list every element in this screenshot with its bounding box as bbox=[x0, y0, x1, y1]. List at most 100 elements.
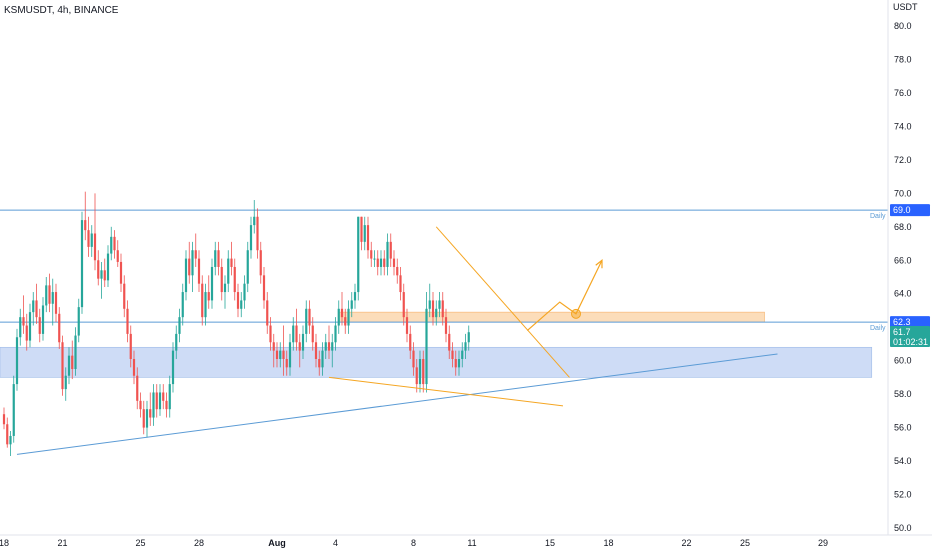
candle[interactable] bbox=[256, 208, 259, 259]
candle[interactable] bbox=[2, 407, 6, 430]
candle[interactable] bbox=[366, 216, 370, 259]
candle[interactable] bbox=[168, 375, 171, 418]
candle[interactable] bbox=[418, 350, 422, 393]
candle[interactable] bbox=[233, 258, 236, 301]
candle[interactable] bbox=[110, 226, 113, 261]
candle[interactable] bbox=[197, 250, 201, 293]
candle[interactable] bbox=[80, 211, 84, 314]
candle[interactable] bbox=[272, 333, 275, 368]
candle[interactable] bbox=[461, 342, 464, 368]
candle[interactable] bbox=[155, 384, 158, 418]
candle[interactable] bbox=[230, 241, 233, 276]
candle[interactable] bbox=[191, 241, 194, 293]
candle[interactable] bbox=[431, 292, 435, 326]
candle[interactable] bbox=[275, 342, 279, 368]
candle[interactable] bbox=[383, 250, 386, 276]
candle[interactable] bbox=[58, 307, 61, 349]
candle[interactable] bbox=[353, 283, 357, 309]
candle[interactable] bbox=[162, 384, 165, 410]
candle[interactable] bbox=[282, 325, 285, 376]
candle[interactable] bbox=[301, 325, 305, 359]
candle[interactable] bbox=[253, 200, 256, 234]
candle[interactable] bbox=[295, 308, 298, 351]
candle[interactable] bbox=[396, 258, 399, 284]
candle[interactable] bbox=[32, 292, 35, 326]
candle[interactable] bbox=[158, 384, 162, 416]
candle[interactable] bbox=[311, 317, 314, 351]
candle[interactable] bbox=[119, 253, 123, 293]
candle[interactable] bbox=[227, 250, 230, 293]
candle[interactable] bbox=[54, 283, 58, 323]
candle[interactable] bbox=[71, 340, 74, 380]
candle[interactable] bbox=[305, 300, 308, 343]
candle[interactable] bbox=[386, 233, 389, 276]
candle[interactable] bbox=[152, 384, 155, 426]
candle[interactable] bbox=[184, 250, 188, 301]
candles-layer[interactable] bbox=[2, 191, 470, 457]
candle[interactable] bbox=[223, 275, 227, 309]
candle[interactable] bbox=[266, 292, 269, 334]
candle[interactable] bbox=[363, 216, 366, 251]
candle[interactable] bbox=[84, 191, 87, 241]
candle[interactable] bbox=[149, 392, 152, 426]
candle[interactable] bbox=[435, 300, 438, 326]
candle[interactable] bbox=[412, 342, 415, 376]
candle[interactable] bbox=[139, 392, 142, 418]
candle[interactable] bbox=[344, 308, 347, 334]
candle[interactable] bbox=[9, 430, 12, 457]
candle[interactable] bbox=[171, 342, 175, 393]
candle[interactable] bbox=[292, 317, 295, 351]
candle[interactable] bbox=[269, 317, 272, 351]
candle[interactable] bbox=[392, 250, 396, 276]
candle[interactable] bbox=[25, 313, 28, 351]
candle[interactable] bbox=[246, 241, 249, 293]
candle[interactable] bbox=[220, 258, 223, 301]
candle[interactable] bbox=[376, 250, 379, 276]
candle[interactable] bbox=[15, 328, 19, 391]
candle[interactable] bbox=[360, 216, 363, 251]
candle[interactable] bbox=[350, 292, 353, 318]
candle[interactable] bbox=[90, 225, 93, 257]
candle[interactable] bbox=[357, 216, 360, 301]
candle[interactable] bbox=[285, 350, 288, 376]
candle[interactable] bbox=[77, 298, 80, 343]
blue-trendline[interactable] bbox=[16, 353, 778, 455]
candle[interactable] bbox=[51, 278, 54, 326]
time-axis[interactable]: 18 21 25 28 Aug 4 8 11 15 18 22 25 29 bbox=[0, 538, 828, 548]
candle[interactable] bbox=[113, 230, 116, 259]
candle[interactable] bbox=[441, 292, 444, 326]
candle[interactable] bbox=[402, 283, 405, 326]
drawings-layer[interactable] bbox=[16, 226, 778, 455]
candle[interactable] bbox=[28, 303, 32, 348]
candle[interactable] bbox=[373, 250, 376, 267]
candle[interactable] bbox=[389, 233, 392, 267]
candle[interactable] bbox=[6, 417, 9, 448]
candle[interactable] bbox=[142, 400, 145, 435]
candle[interactable] bbox=[132, 350, 136, 385]
candle[interactable] bbox=[415, 358, 418, 393]
candle[interactable] bbox=[188, 241, 191, 284]
candle[interactable] bbox=[457, 350, 461, 376]
candle[interactable] bbox=[64, 367, 67, 401]
candle[interactable] bbox=[74, 327, 77, 376]
candle[interactable] bbox=[123, 275, 126, 318]
candle[interactable] bbox=[100, 261, 103, 299]
candle[interactable] bbox=[217, 241, 220, 276]
candle[interactable] bbox=[243, 275, 246, 309]
projection-path[interactable] bbox=[526, 260, 603, 331]
candle[interactable] bbox=[347, 300, 350, 334]
candle[interactable] bbox=[454, 350, 457, 376]
candle[interactable] bbox=[370, 241, 373, 267]
candle[interactable] bbox=[399, 266, 402, 301]
candle[interactable] bbox=[19, 308, 22, 346]
candle[interactable] bbox=[318, 350, 321, 376]
candle[interactable] bbox=[181, 283, 184, 326]
orange-zone[interactable] bbox=[338, 311, 765, 323]
blue-zone[interactable] bbox=[0, 346, 873, 378]
candle[interactable] bbox=[194, 233, 197, 267]
price-axis[interactable]: 50.052.054.056.058.060.062.064.066.068.0… bbox=[894, 21, 912, 533]
candle[interactable] bbox=[38, 308, 41, 343]
candle[interactable] bbox=[126, 300, 129, 343]
candle[interactable] bbox=[48, 273, 51, 313]
candle[interactable] bbox=[214, 241, 217, 276]
